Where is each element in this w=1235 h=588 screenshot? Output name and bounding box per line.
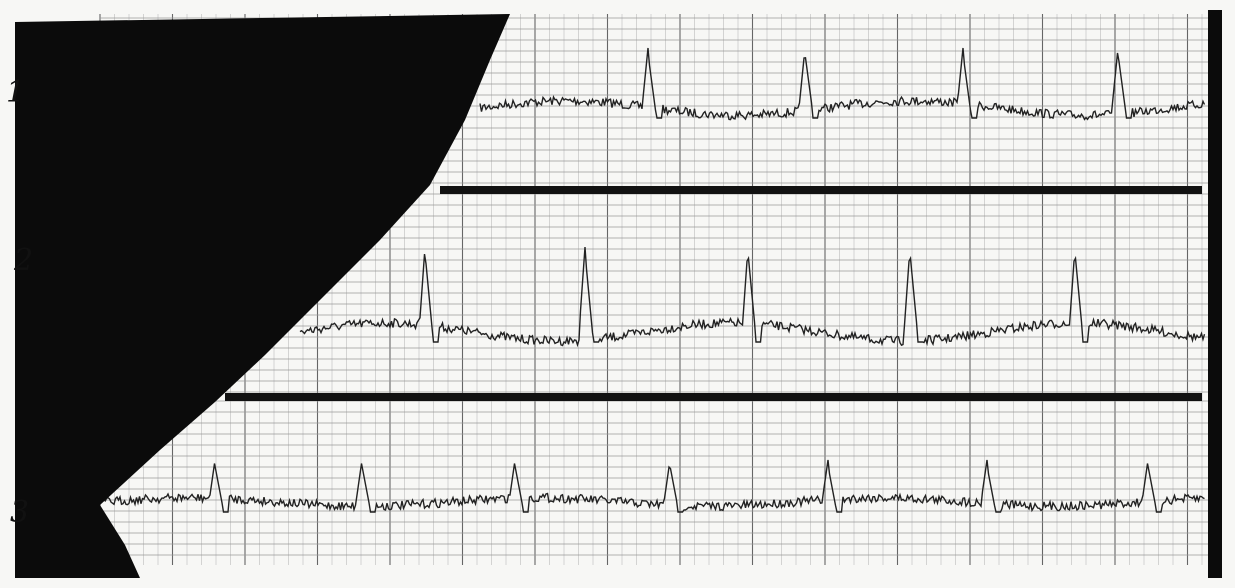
strip-label: 1 [6,75,25,110]
traces [104,47,1206,513]
separator [440,186,1202,194]
ecg-trace [299,246,1206,348]
mask [15,14,510,578]
edge-bar [1208,10,1222,578]
separator [225,393,1202,401]
ecg-trace [479,47,1206,121]
strip-label: 3 [10,495,29,530]
ecg-trace [104,459,1205,513]
strip-label: 2 [13,243,33,278]
